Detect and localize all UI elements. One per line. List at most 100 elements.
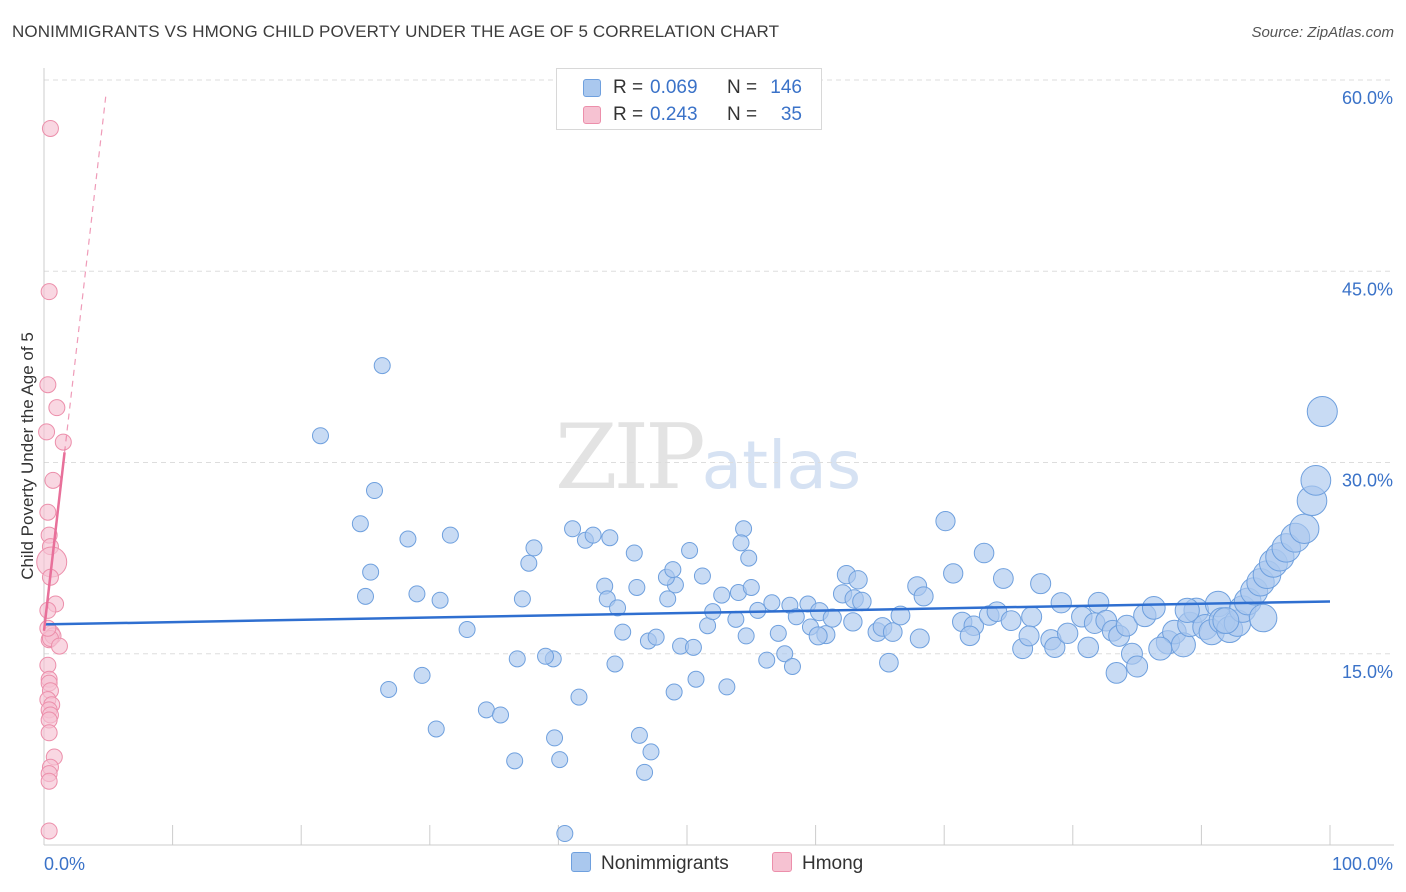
nonimmigrants-point (1050, 592, 1072, 614)
nonimmigrants-point (852, 591, 872, 612)
legend-row-hmong: R = 0.243 N = 35 (557, 102, 821, 128)
nonimmigrants-point (311, 427, 329, 445)
nonimmigrants-point (959, 625, 981, 647)
zipatlas-watermark: ZIPatlas (555, 405, 861, 510)
nonimmigrants-swatch (583, 79, 601, 97)
nonimmigrants-point (413, 666, 431, 684)
nonimmigrants-point (630, 726, 648, 744)
n-value: 146 (770, 77, 802, 98)
nonimmigrants-point (681, 541, 699, 559)
nonimmigrants-point (556, 825, 574, 843)
nonimmigrants-point (584, 526, 602, 544)
nonimmigrants-point (546, 729, 564, 747)
hmong-point (39, 656, 57, 674)
nonimmigrants-point (1148, 636, 1173, 661)
nonimmigrants-point (879, 652, 899, 673)
nonimmigrants-point (1000, 610, 1022, 632)
hmong-point (48, 399, 66, 417)
hmong-point (38, 423, 56, 441)
n-label: N = (727, 104, 758, 125)
nonimmigrants-point (943, 563, 964, 584)
nonimmigrants-point (1289, 513, 1320, 544)
nonimmigrants-point (783, 658, 801, 675)
nonimmigrants-point (642, 743, 660, 761)
nonimmigrants-point (1248, 603, 1278, 633)
nonimmigrants-point (1056, 622, 1079, 645)
nonimmigrants-point (477, 701, 495, 719)
hmong-point (41, 119, 59, 137)
nonimmigrants-point (601, 529, 619, 547)
nonimmigrants-point (737, 627, 755, 645)
nonimmigrants-point (431, 591, 449, 609)
hmong-trend-extension (63, 96, 107, 453)
n-value: 35 (780, 104, 802, 125)
nonimmigrants-point (357, 587, 374, 605)
nonimmigrants-point (727, 610, 745, 628)
nonimmigrants-point (1030, 573, 1052, 595)
hmong-swatch (583, 106, 601, 124)
nonimmigrants-point (659, 590, 677, 608)
nonimmigrants-point (625, 544, 643, 562)
nonimmigrants-point (1306, 395, 1338, 428)
nonimmigrants-point (508, 650, 526, 668)
nonimmigrants-trend-line (43, 600, 1331, 626)
hmong-point (54, 433, 72, 451)
nonimmigrants-point (713, 586, 731, 604)
hmong-legend-label: Hmong (802, 853, 864, 874)
nonimmigrants-point (520, 554, 538, 572)
hmong-point (40, 283, 58, 301)
watermark-zip: ZIP (555, 405, 706, 510)
nonimmigrants-point (551, 751, 569, 769)
nonimmigrants-point (647, 628, 665, 646)
nonimmigrants-point (718, 678, 736, 696)
nonimmigrants-point (606, 655, 624, 673)
nonimmigrants-point (913, 586, 934, 607)
nonimmigrants-point (614, 623, 632, 641)
nonimmigrants-point (513, 590, 531, 608)
nonimmigrants-point (693, 567, 711, 585)
nonimmigrants-point (537, 647, 555, 665)
nonimmigrants-point (525, 539, 543, 557)
nonimmigrants-point (1018, 625, 1040, 647)
nonimmigrants-point (1141, 595, 1166, 620)
nonimmigrants-point (822, 608, 842, 628)
hmong-point (39, 376, 57, 394)
hmong-point (40, 822, 58, 840)
nonimmigrants-point (1300, 464, 1332, 496)
nonimmigrants-point (890, 605, 911, 626)
nonimmigrants-point (687, 670, 705, 688)
nonimmigrants-point (427, 720, 445, 738)
nonimmigrants-point (373, 357, 391, 375)
nonimmigrants-point (1115, 614, 1138, 637)
x-tick-label: 0.0% (44, 854, 85, 874)
nonimmigrants-point (992, 568, 1014, 589)
hmong-trend-line (42, 452, 66, 631)
nonimmigrants-point (628, 578, 646, 596)
nonimmigrants-point (441, 526, 459, 544)
x-tick-label: 100.0% (1332, 854, 1393, 874)
y-tick-label: 45.0% (1342, 279, 1393, 299)
nonimmigrants-point (758, 651, 776, 669)
y-tick-label: 30.0% (1342, 471, 1393, 491)
source-credit: Source: ZipAtlas.com (1251, 24, 1394, 41)
nonimmigrants-point (570, 688, 588, 706)
hmong-point (40, 724, 58, 742)
nonimmigrants-point (458, 621, 476, 639)
nonimmigrants-point (769, 624, 787, 642)
nonimmigrants-point (1126, 655, 1149, 678)
nonimmigrants-legend-label: Nonimmigrants (601, 853, 729, 874)
r-value: 0.069 (650, 77, 698, 98)
nonimmigrants-point (399, 530, 417, 548)
nonimmigrants-point (506, 752, 524, 770)
bottom-legend-hmong: Hmong (772, 852, 863, 875)
n-label: N = (727, 77, 758, 98)
nonimmigrants-point (366, 482, 384, 500)
nonimmigrants-point (1044, 636, 1066, 658)
nonimmigrants-point (1105, 661, 1128, 684)
nonimmigrants-point (935, 511, 956, 532)
nonimmigrants-point (362, 563, 380, 581)
hmong-point (39, 619, 57, 637)
nonimmigrants-point (735, 520, 753, 538)
nonimmigrants-point (909, 628, 930, 649)
